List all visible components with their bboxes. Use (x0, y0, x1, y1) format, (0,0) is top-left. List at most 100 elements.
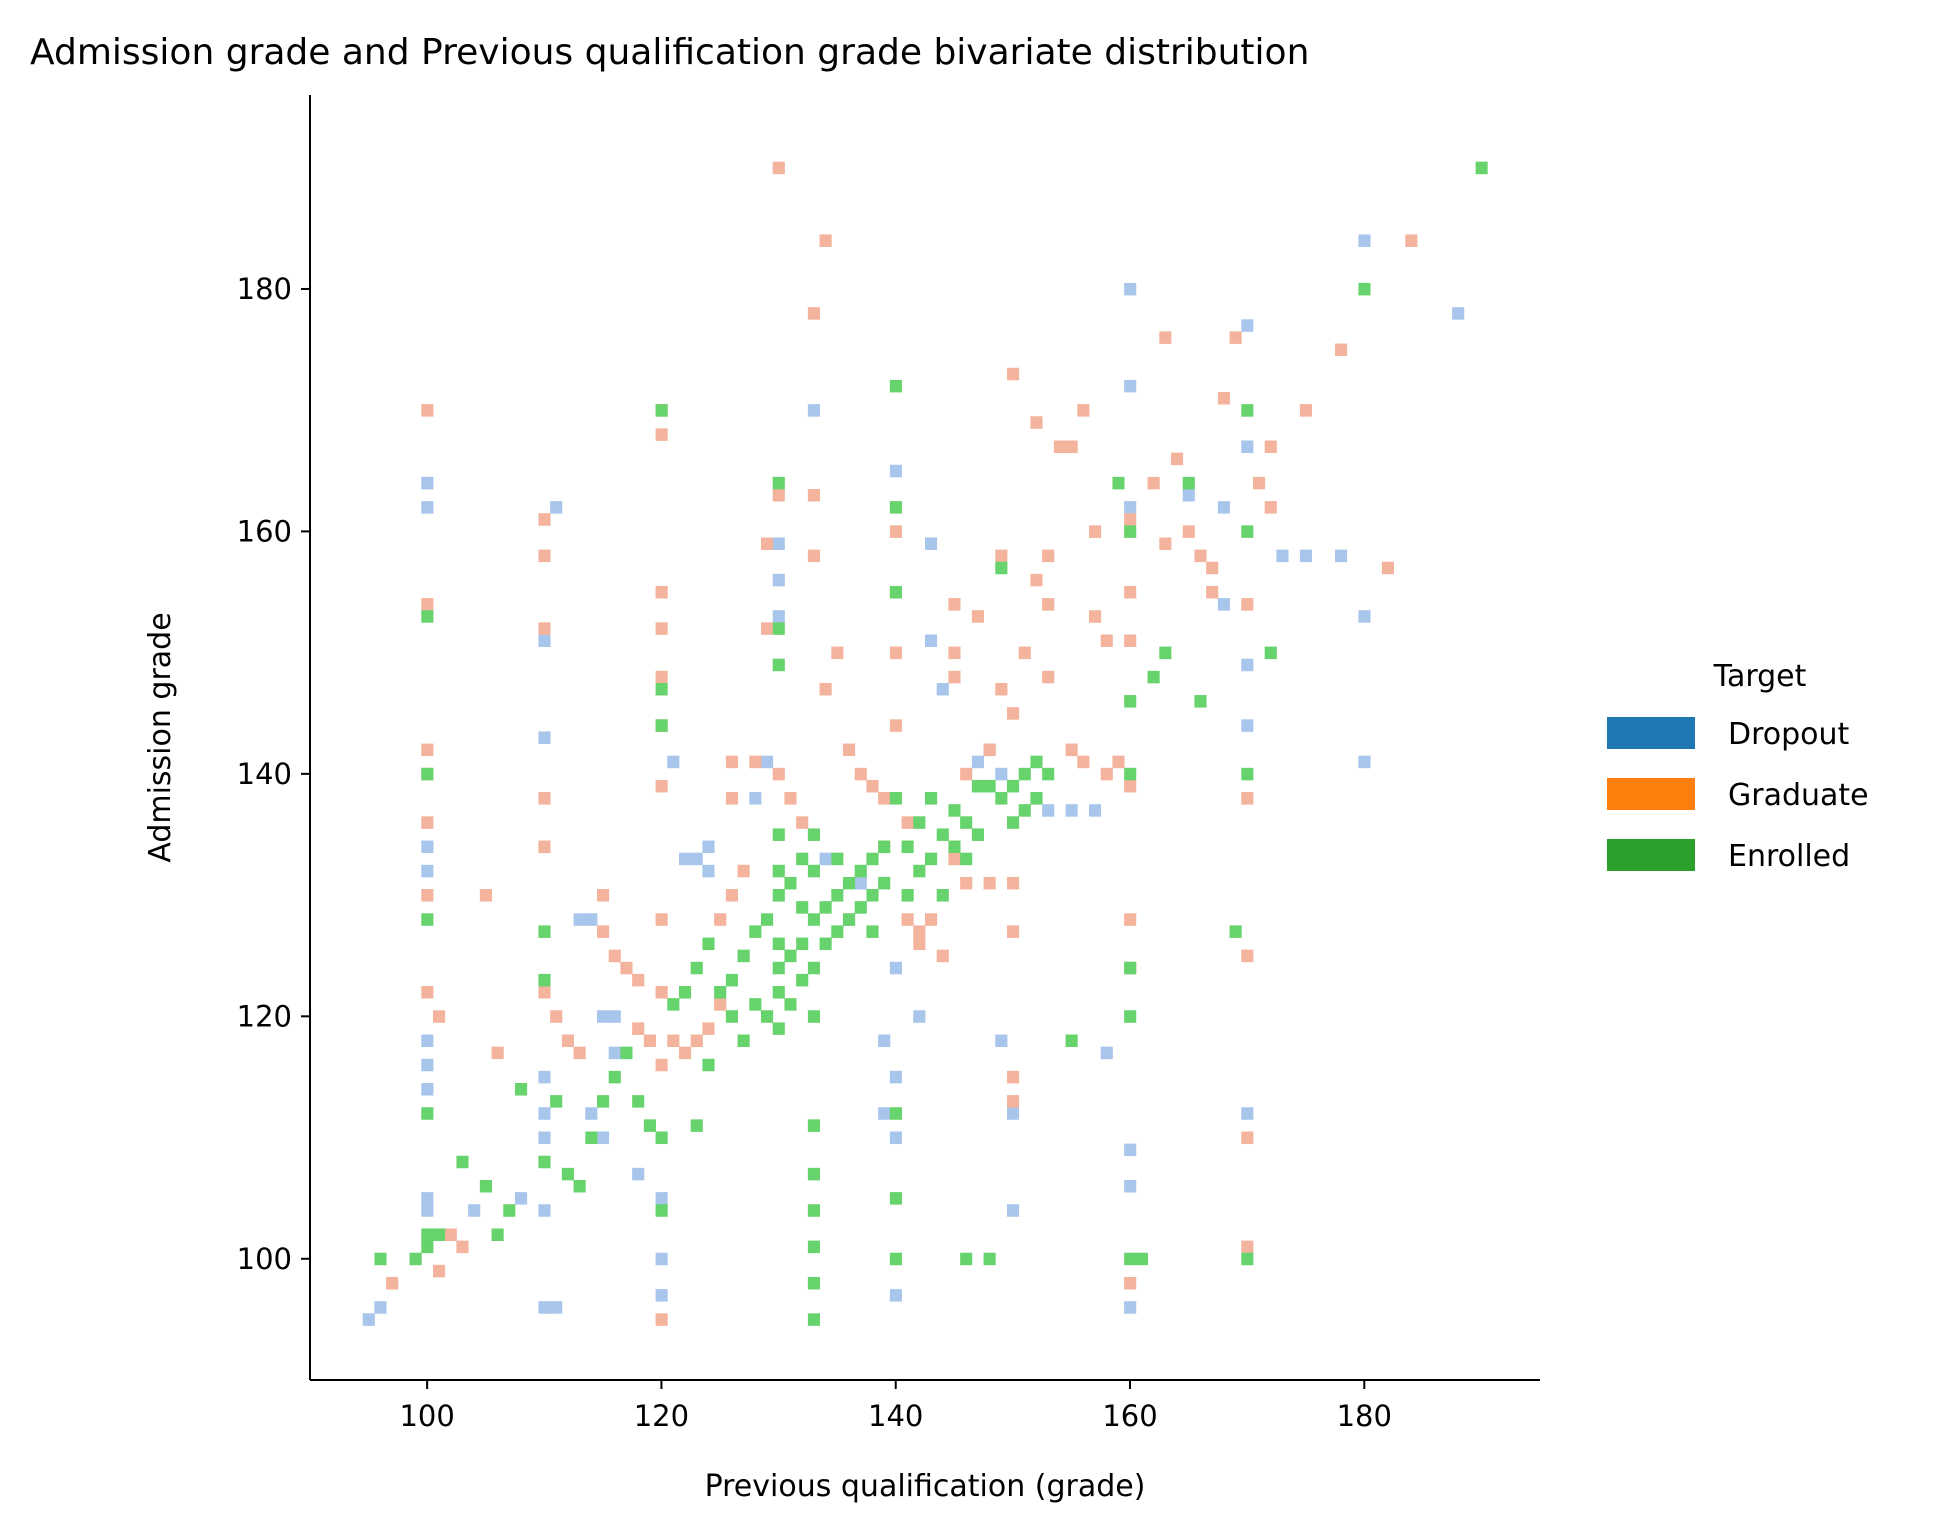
cell-dropout (772, 573, 785, 587)
cell-enrolled (854, 864, 867, 878)
cell-graduate (1159, 537, 1172, 550)
legend-title: Target (1713, 659, 1807, 694)
cell-graduate (1089, 610, 1102, 623)
cell-dropout (1241, 319, 1254, 332)
cell-graduate (573, 1046, 586, 1060)
cell-enrolled (550, 1095, 563, 1108)
x-tick-label: 180 (1337, 1399, 1392, 1433)
cell-graduate (1241, 792, 1254, 805)
cell-dropout (878, 1034, 891, 1048)
cell-graduate (620, 961, 633, 975)
cell-enrolled (995, 792, 1008, 805)
cell-graduate (1217, 392, 1230, 405)
cell-enrolled (737, 949, 750, 963)
cell-graduate (1124, 585, 1137, 599)
cell-dropout (1124, 1179, 1137, 1193)
cell-enrolled (1475, 161, 1488, 175)
cell-graduate (936, 949, 949, 963)
cell-graduate (491, 1046, 504, 1060)
cell-enrolled (960, 816, 973, 829)
cell-dropout (538, 1204, 551, 1217)
cell-enrolled (655, 1204, 668, 1217)
cell-graduate (421, 816, 434, 829)
cell-enrolled (725, 1010, 738, 1023)
cell-dropout (550, 501, 563, 514)
cell-graduate (749, 755, 762, 769)
cell-graduate (1065, 440, 1078, 454)
cell-enrolled (725, 973, 738, 987)
cell-dropout (878, 1107, 891, 1120)
cell-enrolled (761, 1010, 774, 1023)
cell-dropout (1241, 719, 1254, 732)
cell-enrolled (456, 1155, 469, 1169)
cell-dropout (1100, 1046, 1113, 1060)
cell-enrolled (772, 986, 785, 999)
cell-enrolled (655, 404, 668, 417)
histogram-cells (362, 161, 1488, 1326)
cell-enrolled (655, 682, 668, 696)
cell-enrolled (796, 852, 809, 866)
cell-graduate (725, 889, 738, 902)
cell-dropout (1358, 234, 1371, 247)
cell-graduate (386, 1276, 399, 1290)
cell-enrolled (772, 937, 785, 951)
cell-enrolled (1018, 804, 1031, 817)
cell-graduate (538, 622, 551, 635)
cell-dropout (1276, 549, 1289, 563)
cell-graduate (737, 864, 750, 878)
cell-enrolled (796, 937, 809, 951)
cell-enrolled (503, 1204, 516, 1217)
cell-enrolled (772, 622, 785, 635)
cell-graduate (655, 1058, 668, 1072)
cell-enrolled (772, 658, 785, 672)
cell-dropout (1007, 1107, 1020, 1120)
cell-enrolled (796, 901, 809, 914)
cell-dropout (597, 1010, 610, 1023)
cell-enrolled (561, 1167, 574, 1181)
cell-enrolled (866, 889, 879, 902)
cell-graduate (878, 792, 891, 805)
cell-enrolled (1124, 961, 1137, 975)
cell-graduate (901, 816, 914, 829)
cell-dropout (421, 1058, 434, 1072)
cell-dropout (655, 1289, 668, 1302)
cell-dropout (819, 852, 832, 866)
cell-enrolled (655, 1131, 668, 1145)
cell-dropout (538, 1107, 551, 1120)
cell-dropout (1007, 1204, 1020, 1217)
series-dropout (362, 234, 1465, 1326)
cell-enrolled (889, 1192, 902, 1205)
cell-dropout (1299, 549, 1312, 563)
cell-enrolled (983, 1252, 996, 1266)
cell-enrolled (374, 1252, 387, 1266)
cell-enrolled (1159, 646, 1172, 660)
cell-enrolled (1124, 767, 1137, 781)
cell-dropout (749, 792, 762, 805)
cell-enrolled (843, 876, 856, 890)
cell-enrolled (749, 998, 762, 1011)
cell-graduate (655, 622, 668, 635)
cell-enrolled (901, 889, 914, 902)
cell-enrolled (1018, 767, 1031, 781)
x-axis-label: Previous qualification (grade) (705, 1469, 1146, 1504)
cell-graduate (960, 767, 973, 781)
cell-enrolled (784, 998, 797, 1011)
cell-graduate (725, 755, 738, 769)
cell-graduate (433, 1264, 446, 1278)
cell-enrolled (772, 889, 785, 902)
cell-enrolled (421, 1240, 434, 1254)
cell-enrolled (936, 889, 949, 902)
legend-swatch-enrolled (1607, 839, 1695, 871)
cell-enrolled (784, 949, 797, 963)
cell-enrolled (1030, 792, 1043, 805)
cell-graduate (831, 646, 844, 660)
cell-dropout (421, 1192, 434, 1205)
cell-graduate (1381, 561, 1394, 575)
cell-dropout (702, 864, 715, 878)
series-graduate (386, 161, 1418, 1326)
cell-dropout (761, 755, 774, 769)
cell-graduate (948, 670, 961, 684)
cell-graduate (714, 913, 727, 926)
cell-graduate (925, 913, 938, 926)
cell-enrolled (772, 476, 785, 490)
